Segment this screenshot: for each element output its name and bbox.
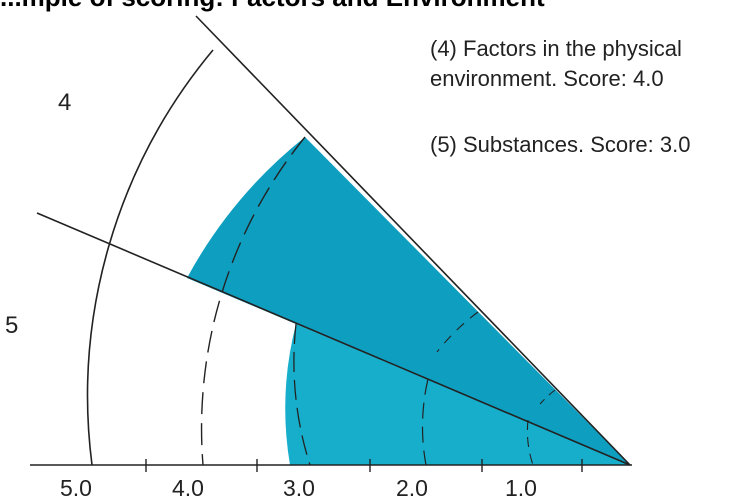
- scale-arc-3: [293, 323, 311, 466]
- sector-4-fill: [187, 137, 630, 465]
- sector-label-4: 4: [58, 89, 71, 116]
- sector-label-5: 5: [5, 312, 18, 339]
- axis-label-1: 1.0: [505, 475, 537, 501]
- radial-line-upper: [195, 15, 631, 466]
- axis-label-4: 4.0: [172, 475, 204, 501]
- outer-arc: [86, 49, 214, 466]
- axis-label-3: 3.0: [283, 475, 315, 501]
- note-factor-4-line2: environment. Score: 4.0: [430, 66, 664, 91]
- axis-label-5: 5.0: [60, 475, 92, 501]
- scale-arc-2b: [436, 311, 479, 353]
- scale-arc-1b: [539, 389, 556, 405]
- note-factor-5-line1: (5) Substances. Score: 3.0: [430, 132, 691, 157]
- axis-label-2: 2.0: [396, 475, 428, 501]
- scale-arc-2: [421, 378, 429, 466]
- note-factor-4: (4) Factors in the physical environment.…: [430, 34, 682, 94]
- sector-5-fill: [285, 324, 630, 465]
- radial-line-lower: [36, 212, 631, 466]
- scale-arc-1: [526, 419, 534, 466]
- note-factor-4-line1: (4) Factors in the physical: [430, 36, 682, 61]
- diagram-title: ...mple of scoring: Factors and Environm…: [0, 0, 545, 13]
- note-factor-5: (5) Substances. Score: 3.0: [430, 130, 690, 160]
